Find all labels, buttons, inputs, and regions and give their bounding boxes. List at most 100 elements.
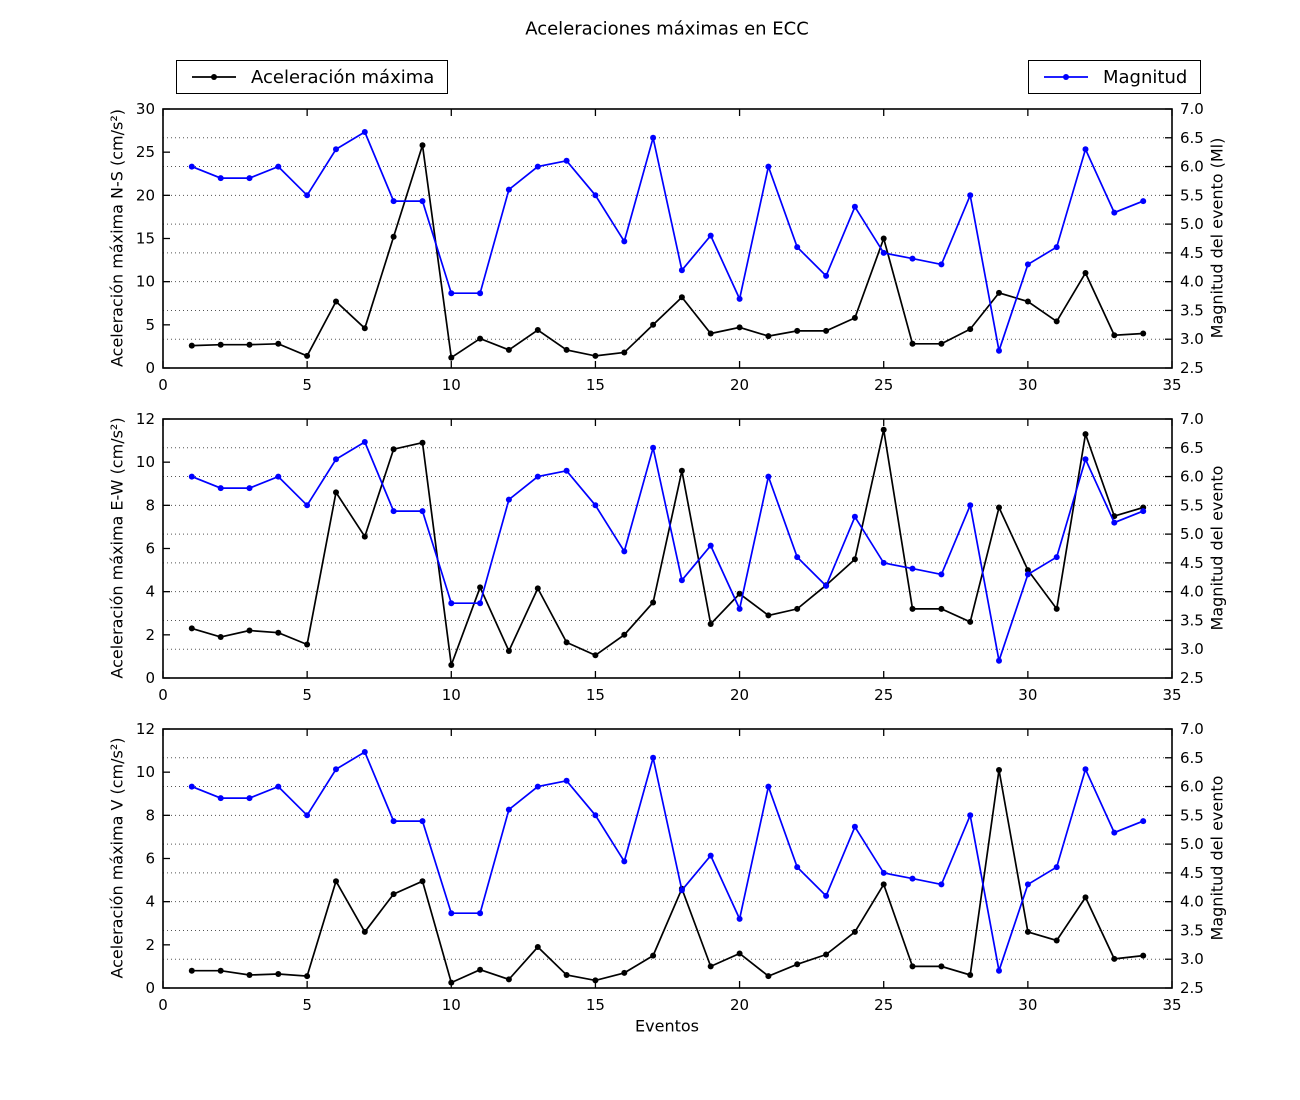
series-marker: [1082, 456, 1089, 463]
series-marker: [477, 290, 484, 297]
axes-border: [162, 418, 1173, 679]
series-marker: [333, 766, 339, 773]
series-marker: [1024, 928, 1031, 935]
series-marker: [736, 950, 743, 957]
x-tick-label: 10: [442, 996, 461, 1014]
series-marker: [1082, 894, 1089, 901]
series-marker: [188, 473, 195, 480]
series-marker: [563, 467, 570, 474]
series-marker: [333, 489, 339, 496]
series-marker: [275, 340, 282, 347]
series-marker: [736, 324, 743, 331]
x-tick-label: 30: [1018, 686, 1037, 704]
x-tick-label: 20: [730, 376, 749, 394]
series-marker: [361, 533, 368, 540]
legend-line-sample-icon: [192, 74, 236, 80]
series-marker: [390, 508, 397, 515]
legend-line-sample-icon: [1044, 74, 1088, 80]
series-marker: [1140, 198, 1147, 205]
y-tick-label-right: 5.0: [1180, 525, 1204, 543]
series-marker: [592, 192, 599, 199]
series-marker: [967, 192, 974, 199]
y-tick-label-left: 0: [145, 979, 155, 997]
series-marker: [823, 892, 830, 899]
series-marker: [534, 585, 541, 592]
series-marker: [333, 146, 339, 153]
series-marker: [650, 599, 657, 606]
series-marker: [996, 767, 1002, 773]
series-marker: [938, 571, 945, 578]
y-tick-label-right: 4.5: [1180, 864, 1204, 882]
series-marker: [1053, 318, 1060, 325]
series-marker: [1140, 952, 1147, 959]
y-tick-label-left: 10: [136, 453, 155, 471]
series-line: [191, 769, 1144, 984]
series-marker: [650, 321, 657, 328]
x-tick-label: 25: [874, 996, 893, 1014]
series-marker: [1111, 829, 1118, 836]
series-marker: [477, 335, 484, 342]
series-marker: [419, 508, 426, 515]
y-tick-label-left: 2: [145, 626, 155, 644]
x-tick-label: 35: [1162, 996, 1181, 1014]
y-tick-label-left: 0: [145, 669, 155, 687]
series-marker: [707, 963, 714, 970]
series-marker: [765, 612, 772, 619]
xlabel-eventos: Eventos: [635, 1016, 699, 1036]
series-marker: [621, 548, 628, 555]
series-marker: [678, 887, 685, 894]
series-marker: [765, 163, 772, 170]
series-marker: [996, 504, 1002, 511]
figure-title: Aceleraciones máximas en ECC: [525, 18, 809, 40]
series-marker: [275, 473, 282, 480]
y-tick-label-right: 4.5: [1180, 244, 1204, 262]
y-tick-label-left: 5: [145, 316, 155, 334]
series-marker: [448, 662, 455, 668]
series-marker: [304, 812, 311, 819]
series-marker: [851, 823, 858, 830]
series-marker: [361, 928, 368, 935]
y-tick-label-right: 4.5: [1180, 554, 1204, 572]
series-marker: [217, 967, 224, 974]
series-marker: [678, 294, 685, 301]
series-marker: [794, 605, 801, 612]
series-marker: [1024, 571, 1031, 578]
series-marker: [621, 238, 628, 245]
series-marker: [505, 186, 512, 193]
x-tick-label: 25: [874, 686, 893, 704]
series-marker: [592, 812, 599, 819]
series-marker: [217, 341, 224, 348]
series-marker: [246, 485, 253, 492]
series-marker: [736, 915, 743, 922]
axes-border: [162, 108, 1173, 369]
series-marker: [1140, 818, 1147, 825]
series-marker: [563, 639, 570, 646]
series-marker: [477, 910, 484, 917]
series-marker: [794, 961, 801, 968]
y-tick-label-left: 10: [136, 273, 155, 291]
series-marker: [794, 327, 801, 334]
series-line: [191, 130, 1144, 355]
y-tick-label-left: 0: [145, 359, 155, 377]
x-tick-label: 5: [302, 376, 312, 394]
series-marker: [563, 777, 570, 784]
series-marker: [217, 634, 224, 640]
series-marker: [361, 749, 368, 755]
y-tick-label-right: 4.0: [1180, 583, 1204, 601]
y-tick-label-right: 5.0: [1180, 835, 1204, 853]
series-marker: [419, 878, 426, 885]
series-marker: [304, 973, 311, 980]
series-marker: [217, 795, 224, 802]
series-marker: [678, 467, 685, 474]
y-tick-label-right: 5.0: [1180, 215, 1204, 233]
series-marker: [650, 134, 657, 141]
series-marker: [448, 354, 455, 361]
x-tick-label: 5: [302, 686, 312, 704]
y-tick-label-right: 3.0: [1180, 950, 1204, 968]
y-tick-label-right: 5.5: [1180, 806, 1204, 824]
series-marker: [477, 966, 484, 973]
series-marker: [707, 621, 714, 627]
series-marker: [333, 298, 339, 305]
series-marker: [419, 439, 426, 446]
